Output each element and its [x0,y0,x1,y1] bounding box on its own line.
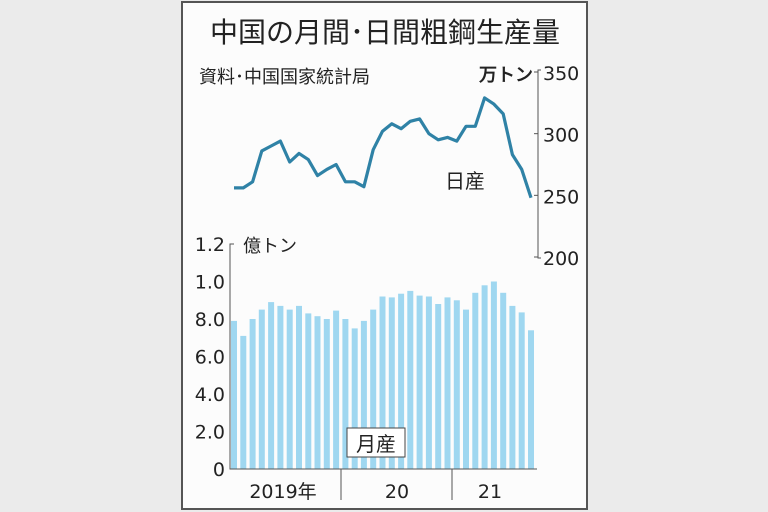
bar [481,285,488,470]
left-axis-line [229,243,537,470]
bar [296,305,302,469]
bar [463,309,469,469]
chart-title: 中国の月間･日間粗鋼生産量 [210,16,560,49]
right-axis-tick-label: 300 [543,125,579,147]
right-axis-line [537,69,541,259]
bar-series [231,281,534,470]
bar [286,309,293,469]
bar [453,300,460,470]
left-axis-tick-label: 8.0 [195,309,225,331]
x-label-2019: 2019年 [249,481,316,503]
bar [388,297,395,469]
bar [268,302,275,469]
daily-output-line [234,96,533,199]
right-axis-unit: 万トン [478,65,533,86]
bar [444,297,451,469]
bar [342,319,349,469]
bar [425,296,432,469]
left-axis-unit: 億トン [243,236,297,257]
bar [509,305,516,469]
left-axis-tick-label: 4.0 [195,384,225,406]
bar [249,319,256,469]
bar-series-label-box [346,427,406,458]
bar [258,309,265,469]
chart-source: 資料･中国国家統計局 [199,67,370,88]
left-axis-tick-label: 1.0 [195,272,225,294]
bar [472,292,479,470]
bar [500,292,507,470]
bar [323,319,330,469]
bar [231,320,237,469]
x-label-2020: 20 [385,481,409,503]
left-axis-tick-label: 6.0 [195,347,225,369]
bar [314,316,321,469]
bar [490,281,497,469]
line-series [234,96,533,199]
bar [398,293,405,469]
x-label-2021: 21 [478,481,502,503]
bar [351,328,358,469]
right-axis-tick-label: 250 [543,186,579,208]
bar [407,290,414,469]
bar [379,296,386,469]
bar [370,309,377,469]
right-axis-tick-label: 200 [543,248,579,270]
bar [360,320,367,469]
bar [333,310,340,469]
bar [518,312,525,469]
bar [435,304,442,469]
bar [305,313,312,469]
bar [277,305,284,469]
left-axis-tick-label: 0 [213,459,225,481]
bar-series-label: 月産 [356,432,396,456]
bar [528,330,534,470]
right-axis-tick-label: 350 [543,63,579,85]
left-axis-tick-label: 1.2 [195,234,225,256]
left-axis-tick-label: 2.0 [195,422,225,444]
line-series-label: 日産 [445,169,485,193]
bar [240,335,247,469]
bar [416,295,423,469]
